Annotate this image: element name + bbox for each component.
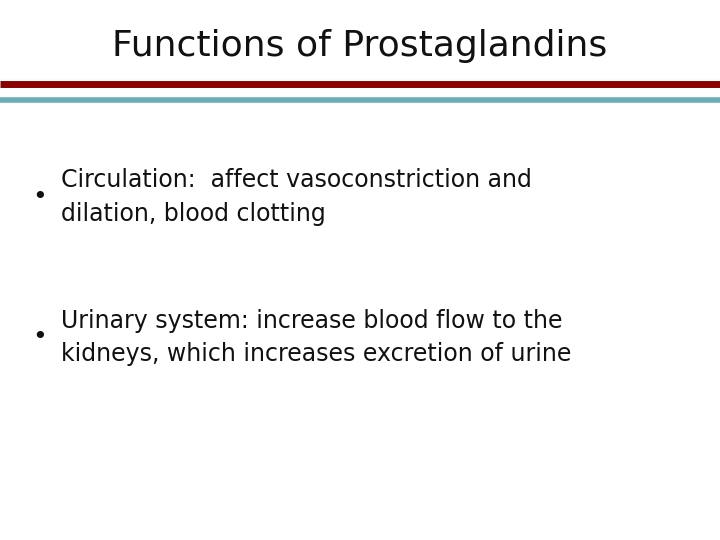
Text: Circulation:  affect vasoconstriction and
dilation, blood clotting: Circulation: affect vasoconstriction and… (61, 168, 532, 226)
Text: •: • (32, 185, 47, 209)
Text: •: • (32, 326, 47, 349)
Text: Urinary system: increase blood flow to the
kidneys, which increases excretion of: Urinary system: increase blood flow to t… (61, 309, 572, 366)
Text: Functions of Prostaglandins: Functions of Prostaglandins (112, 29, 608, 63)
